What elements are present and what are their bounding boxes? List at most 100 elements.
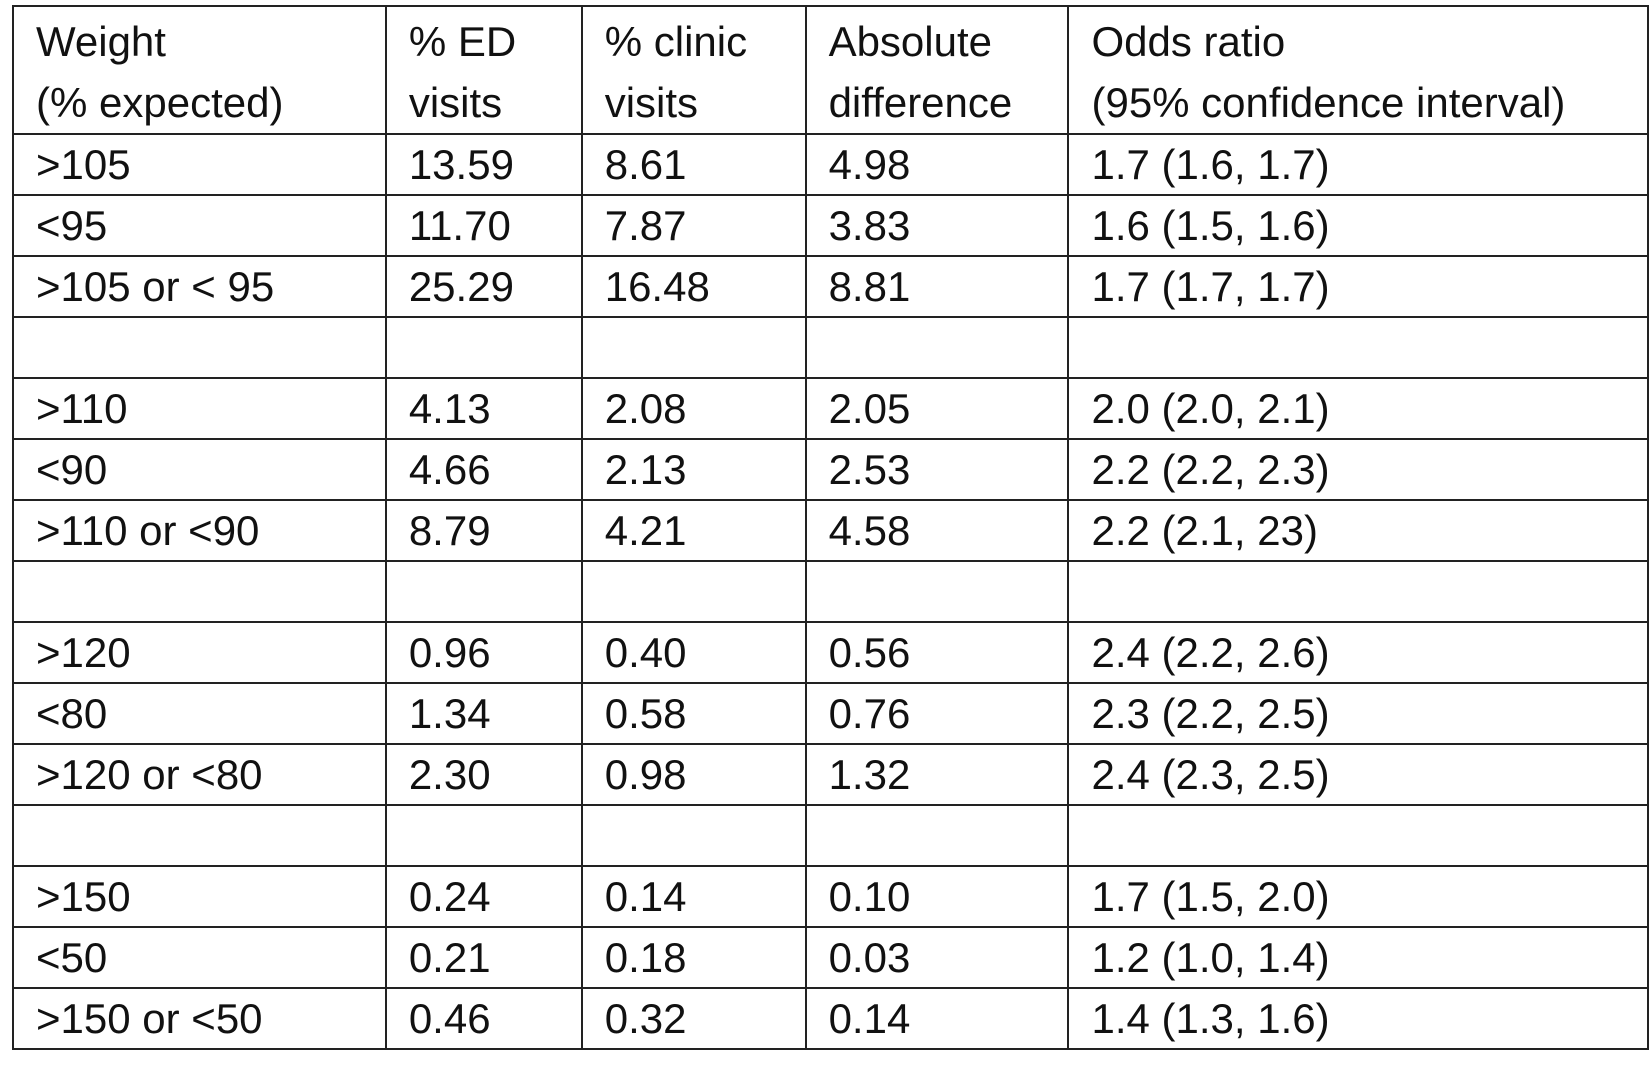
cell-ed-visits: 4.13 (384, 377, 583, 440)
header-weight-line2: (% expected) (36, 79, 284, 126)
table-row: <90 4.66 2.13 2.53 2.2 (2.2, 2.3) (12, 438, 1649, 501)
cell-ed-visits (384, 316, 583, 379)
cell-odds-ratio: 2.2 (2.2, 2.3) (1067, 438, 1649, 501)
header-weight-line1: Weight (36, 18, 166, 65)
header-weight: Weight (% expected) (12, 5, 387, 135)
cell-ed-visits (384, 560, 583, 623)
table-row: >105 13.59 8.61 4.98 1.7 (1.6, 1.7) (12, 133, 1649, 196)
cell-weight: >120 or <80 (12, 743, 387, 806)
cell-clinic-visits (580, 804, 807, 867)
cell-absolute-difference: 0.56 (804, 621, 1070, 684)
header-clinic-visits: % clinic visits (580, 5, 807, 135)
header-odds-ratio-line1: Odds ratio (1091, 18, 1286, 65)
cell-ed-visits: 2.30 (384, 743, 583, 806)
cell-clinic-visits: 0.58 (580, 682, 807, 745)
table-row: <80 1.34 0.58 0.76 2.3 (2.2, 2.5) (12, 682, 1649, 745)
header-ed-visits-line2: visits (408, 79, 503, 126)
cell-ed-visits: 0.96 (384, 621, 583, 684)
cell-absolute-difference: 0.10 (804, 865, 1070, 928)
cell-odds-ratio: 2.4 (2.2, 2.6) (1067, 621, 1649, 684)
cell-ed-visits: 8.79 (384, 499, 583, 562)
cell-absolute-difference: 2.53 (804, 438, 1070, 501)
cell-clinic-visits: 16.48 (580, 255, 807, 318)
cell-weight: >150 or <50 (12, 987, 387, 1050)
table-row: >110 or <90 8.79 4.21 4.58 2.2 (2.1, 23) (12, 499, 1649, 562)
cell-ed-visits: 4.66 (384, 438, 583, 501)
cell-absolute-difference: 0.14 (804, 987, 1070, 1050)
cell-clinic-visits: 7.87 (580, 194, 807, 257)
table-row: >120 0.96 0.40 0.56 2.4 (2.2, 2.6) (12, 621, 1649, 684)
cell-absolute-difference: 3.83 (804, 194, 1070, 257)
cell-absolute-difference: 4.98 (804, 133, 1070, 196)
cell-odds-ratio (1067, 804, 1649, 867)
header-absolute-difference-line2: difference (828, 79, 1013, 126)
cell-odds-ratio: 1.7 (1.7, 1.7) (1067, 255, 1649, 318)
cell-absolute-difference: 8.81 (804, 255, 1070, 318)
cell-weight: >105 or < 95 (12, 255, 387, 318)
header-absolute-difference: Absolute difference (804, 5, 1070, 135)
cell-clinic-visits: 8.61 (580, 133, 807, 196)
header-clinic-visits-line2: visits (604, 79, 699, 126)
table-header: Weight (% expected) % ED visits % clinic vi… (12, 5, 1649, 135)
cell-absolute-difference: 4.58 (804, 499, 1070, 562)
cell-clinic-visits: 0.40 (580, 621, 807, 684)
cell-absolute-difference: 1.32 (804, 743, 1070, 806)
weight-visits-table: Weight (% expected) % ED visits % clinic vi… (12, 5, 1649, 1050)
cell-ed-visits: 11.70 (384, 194, 583, 257)
cell-odds-ratio: 2.0 (2.0, 2.1) (1067, 377, 1649, 440)
table-row: >150 or <50 0.46 0.32 0.14 1.4 (1.3, 1.6… (12, 987, 1649, 1050)
cell-odds-ratio: 1.6 (1.5, 1.6) (1067, 194, 1649, 257)
cell-weight (12, 316, 387, 379)
header-odds-ratio-line2: (95% confidence interval) (1091, 79, 1566, 126)
table-row: >110 4.13 2.08 2.05 2.0 (2.0, 2.1) (12, 377, 1649, 440)
cell-weight: <95 (12, 194, 387, 257)
cell-clinic-visits: 0.98 (580, 743, 807, 806)
cell-ed-visits: 0.21 (384, 926, 583, 989)
cell-odds-ratio (1067, 560, 1649, 623)
cell-weight: >110 or <90 (12, 499, 387, 562)
cell-weight (12, 804, 387, 867)
cell-absolute-difference (804, 804, 1070, 867)
spacer-row (12, 804, 1649, 867)
spacer-row (12, 560, 1649, 623)
table-row: <95 11.70 7.87 3.83 1.6 (1.5, 1.6) (12, 194, 1649, 257)
header-clinic-visits-line1: % clinic (604, 18, 748, 65)
cell-odds-ratio (1067, 316, 1649, 379)
cell-weight: >150 (12, 865, 387, 928)
header-odds-ratio: Odds ratio (95% confidence interval) (1067, 5, 1649, 135)
cell-absolute-difference: 2.05 (804, 377, 1070, 440)
cell-absolute-difference (804, 316, 1070, 379)
table-row: >150 0.24 0.14 0.10 1.7 (1.5, 2.0) (12, 865, 1649, 928)
cell-absolute-difference: 0.03 (804, 926, 1070, 989)
cell-ed-visits: 13.59 (384, 133, 583, 196)
cell-ed-visits: 0.24 (384, 865, 583, 928)
spacer-row (12, 316, 1649, 379)
header-ed-visits-line1: % ED (408, 18, 517, 65)
cell-clinic-visits: 2.13 (580, 438, 807, 501)
cell-clinic-visits: 0.14 (580, 865, 807, 928)
cell-weight: <90 (12, 438, 387, 501)
cell-odds-ratio: 2.3 (2.2, 2.5) (1067, 682, 1649, 745)
cell-clinic-visits (580, 316, 807, 379)
cell-ed-visits (384, 804, 583, 867)
header-row: Weight (% expected) % ED visits % clinic vi… (12, 5, 1649, 135)
cell-ed-visits: 25.29 (384, 255, 583, 318)
cell-ed-visits: 1.34 (384, 682, 583, 745)
cell-weight: >120 (12, 621, 387, 684)
cell-weight: <50 (12, 926, 387, 989)
cell-odds-ratio: 1.4 (1.3, 1.6) (1067, 987, 1649, 1050)
cell-weight (12, 560, 387, 623)
header-absolute-difference-line1: Absolute (828, 18, 993, 65)
cell-clinic-visits (580, 560, 807, 623)
table-body: >105 13.59 8.61 4.98 1.7 (1.6, 1.7) <95 … (12, 133, 1649, 1050)
table-row: >105 or < 95 25.29 16.48 8.81 1.7 (1.7, … (12, 255, 1649, 318)
cell-odds-ratio: 2.4 (2.3, 2.5) (1067, 743, 1649, 806)
cell-clinic-visits: 0.18 (580, 926, 807, 989)
cell-clinic-visits: 4.21 (580, 499, 807, 562)
cell-absolute-difference: 0.76 (804, 682, 1070, 745)
cell-weight: >110 (12, 377, 387, 440)
cell-weight: <80 (12, 682, 387, 745)
header-ed-visits: % ED visits (384, 5, 583, 135)
cell-clinic-visits: 2.08 (580, 377, 807, 440)
cell-absolute-difference (804, 560, 1070, 623)
